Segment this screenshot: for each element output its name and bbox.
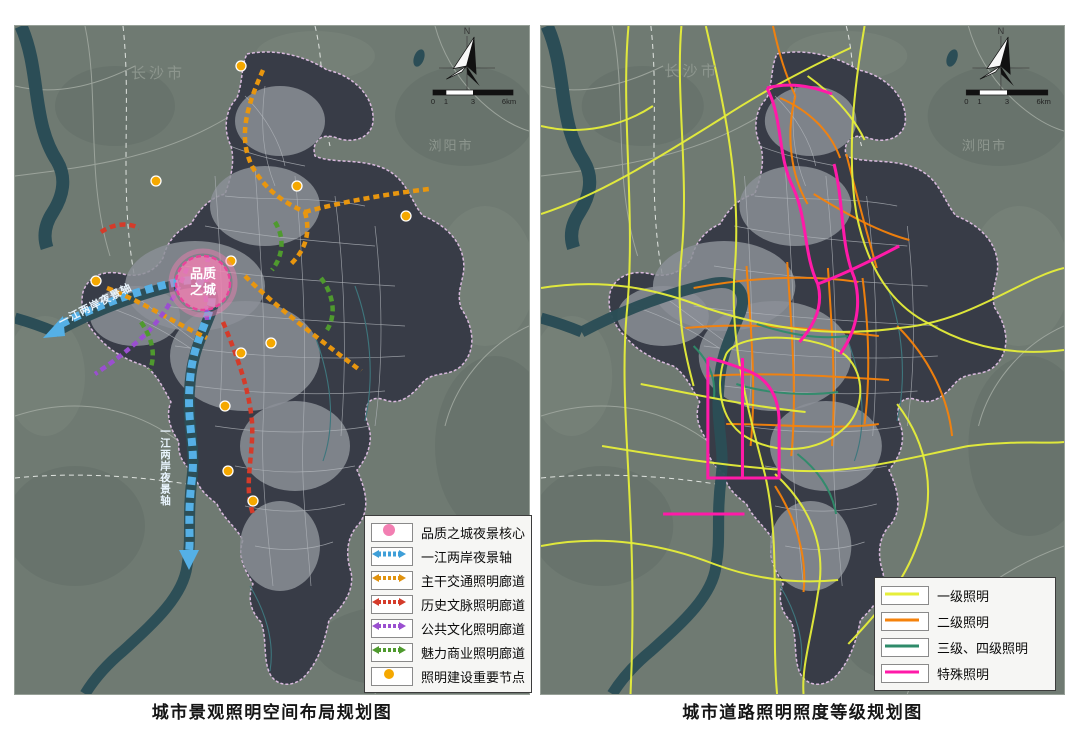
axis-arrow-start	[43, 316, 65, 338]
scale-tick: 1	[444, 97, 448, 106]
region-label-liuyang: 浏阳市	[962, 137, 1008, 153]
traffic-corridor	[242, 69, 306, 215]
road-lighting-map-panel: 长沙市 浏阳市 N 0 1 3 6km 一级照明 二级照明	[540, 25, 1065, 695]
special-swatch	[881, 663, 929, 683]
core-swatch	[371, 522, 413, 542]
legend-item-core: 品质之城夜景核心	[371, 520, 525, 544]
scale-tick: 1	[977, 97, 981, 106]
region-label-liuyang: 浏阳市	[428, 138, 473, 153]
scale-tick: 0	[431, 97, 435, 106]
scale-tick: 0	[964, 97, 968, 106]
legend-item-traffic: 主干交通照明廊道	[371, 568, 525, 592]
commerce-corridor	[319, 276, 335, 332]
axis-swatch	[371, 546, 413, 566]
region-label-changsha: 长沙市	[664, 63, 719, 80]
traffic-corridor	[243, 274, 363, 373]
traffic-swatch	[371, 570, 413, 590]
heritage-corridor	[99, 222, 141, 234]
legend-item-commerce: 魅力商业照明廊道	[371, 640, 525, 664]
special-lighting-roads	[663, 83, 900, 516]
legend-item-special: 特殊照明	[881, 660, 1049, 686]
legend-item-level1: 一级照明	[881, 582, 1049, 608]
left-map-title: 城市景观照明空间布局规划图	[151, 703, 393, 722]
node-swatch	[371, 666, 413, 686]
legend-item-heritage: 历史文脉照明廊道	[371, 592, 525, 616]
quality-city-core-circle	[174, 254, 232, 312]
level34-swatch	[881, 637, 929, 657]
landscape-lighting-map-panel: 品质 之城 一江两岸夜景轴 一江两岸夜景轴 长沙市 浏阳市 N 0 1 3 6k…	[14, 25, 532, 695]
scale-bar	[965, 89, 1049, 96]
level2-swatch	[881, 611, 929, 631]
axis-arrow-end	[179, 550, 199, 570]
right-map-title: 城市道路照明照度等级规划图	[682, 703, 923, 722]
core-label-line1: 品质	[190, 266, 216, 281]
axis-label-lower: 一江两岸夜景轴	[159, 426, 171, 507]
traffic-corridor	[289, 211, 310, 266]
core-label-line2: 之城	[190, 282, 216, 297]
heritage-swatch	[371, 594, 413, 614]
scale-tick: 3	[471, 97, 475, 106]
commerce-swatch	[371, 642, 413, 662]
level34-roads	[692, 323, 849, 515]
scale-tick: 3	[1005, 97, 1009, 106]
legend-item-axis: 一江两岸夜景轴	[371, 544, 525, 568]
scale-tick: 6km	[502, 97, 516, 106]
compass-n-label: N	[998, 26, 1005, 36]
region-label-changsha: 长沙市	[131, 65, 185, 82]
scale-tick: 6km	[1036, 97, 1050, 106]
landscape-lighting-map: 品质 之城 一江两岸夜景轴 一江两岸夜景轴 长沙市 浏阳市 N 0 1 3 6k…	[15, 26, 529, 694]
legend-item-level2: 二级照明	[881, 608, 1049, 634]
traffic-corridor	[304, 186, 430, 215]
scale-bar	[432, 89, 514, 96]
lighting-node-markers	[90, 60, 412, 507]
road-lighting-legend: 一级照明 二级照明 三级、四级照明 特殊照明	[874, 577, 1056, 691]
legend-item-node: 照明建设重要节点	[371, 664, 525, 688]
heritage-corridor	[220, 321, 256, 515]
level1-swatch	[881, 585, 929, 605]
legend-item-culture: 公共文化照明廊道	[371, 616, 525, 640]
commerce-corridor	[270, 220, 284, 272]
legend-item-level34: 三级、四级照明	[881, 634, 1049, 660]
level1-roads	[541, 26, 1064, 694]
commerce-corridor	[139, 320, 155, 371]
core-glow-ring	[168, 248, 238, 318]
river-night-axis-line	[59, 276, 216, 553]
road-lighting-map: 长沙市 浏阳市 N 0 1 3 6km	[541, 26, 1064, 694]
culture-swatch	[371, 618, 413, 638]
traffic-corridor	[106, 285, 208, 341]
compass-n-label: N	[464, 26, 471, 36]
landscape-legend: 品质之城夜景核心 一江两岸夜景轴	[364, 515, 532, 693]
